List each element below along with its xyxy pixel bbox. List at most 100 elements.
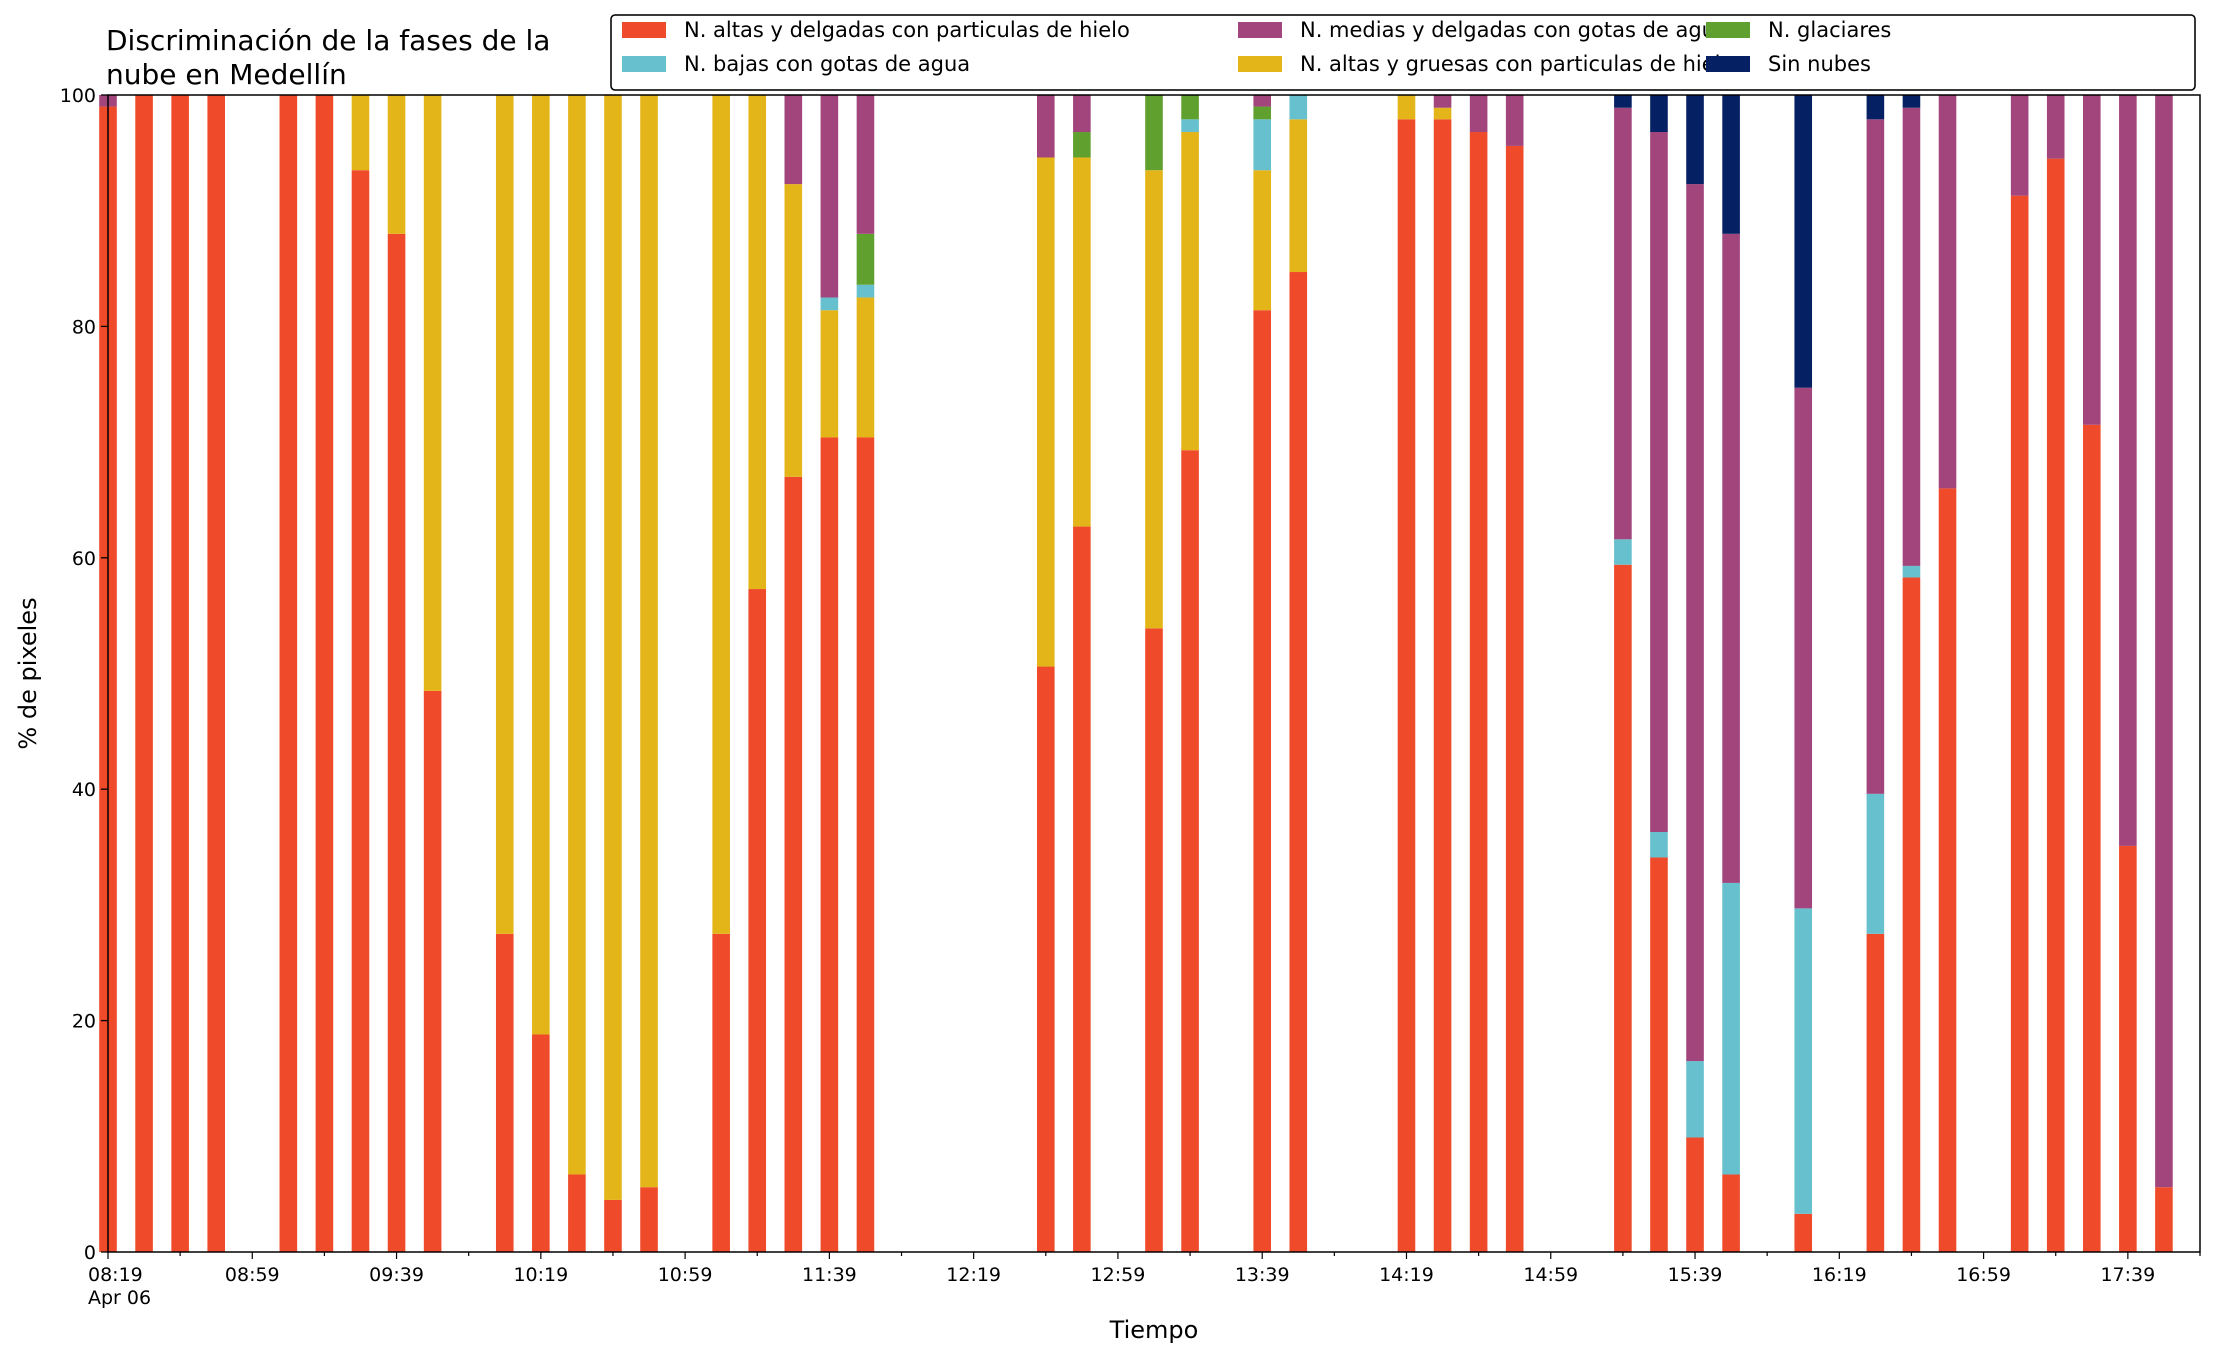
bar-segment: [1289, 95, 1308, 120]
bar-segment: [2082, 424, 2101, 1252]
legend-label: N. glaciares: [1768, 18, 1891, 42]
x-tick-label: 17:39: [2100, 1264, 2155, 1286]
bar-segment: [1181, 450, 1199, 1252]
bar-segment: [1073, 157, 1091, 527]
bar-stack: [748, 95, 767, 1252]
bar-stack: [279, 95, 298, 1252]
bar-segment: [2155, 1187, 2173, 1252]
bar-segment: [1505, 145, 1524, 1252]
bar-segment: [1036, 95, 1055, 158]
bar-segment: [820, 95, 839, 298]
bar-segment: [568, 95, 586, 1175]
bar-segment: [1902, 95, 1921, 108]
y-tick-label: 0: [84, 1242, 96, 1264]
bar-segment: [1794, 95, 1813, 388]
y-tick-label: 20: [72, 1011, 96, 1033]
bar-stack: [423, 95, 442, 1252]
x-date-label: Apr 06: [88, 1287, 151, 1309]
x-tick-label: 15:39: [1668, 1264, 1723, 1286]
bar-stack: [820, 95, 839, 1253]
bar-segment: [1181, 119, 1199, 133]
bar-segment: [748, 95, 767, 590]
bar-stack: [1614, 95, 1632, 1252]
bar-segment: [1866, 933, 1885, 1252]
bar-segment: [784, 476, 803, 1252]
bar-segment: [1397, 95, 1416, 120]
bar-segment: [1614, 107, 1632, 540]
legend-swatch: [1706, 22, 1750, 38]
bar-stack: [1505, 95, 1524, 1252]
bar-segment: [1650, 95, 1668, 133]
bar-segment: [1614, 95, 1632, 108]
bar-stack: [856, 95, 875, 1253]
bar-stack: [1650, 95, 1668, 1252]
bar-segment: [604, 95, 622, 1200]
legend-swatch: [622, 22, 666, 38]
y-tick-label: 40: [72, 779, 96, 801]
bar-segment: [1938, 488, 1957, 1252]
bar-stack: [604, 95, 622, 1252]
bar-segment: [820, 297, 839, 311]
bar-segment: [1181, 95, 1199, 120]
bar-segment: [1397, 119, 1416, 1252]
legend-label: N. altas y gruesas con particulas de hie…: [1300, 52, 1733, 76]
chart-title-line: Discriminación de la fases de la: [106, 24, 550, 57]
bar-segment: [1902, 577, 1921, 1252]
bar-segment: [1469, 132, 1488, 1252]
bar-segment: [1650, 832, 1668, 858]
bar-stack: [387, 95, 406, 1253]
bar-segment: [135, 95, 153, 1252]
bar-segment: [712, 933, 730, 1252]
bar-segment: [495, 95, 514, 934]
bar-stack: [1397, 95, 1416, 1252]
legend-item: N. glaciares: [1706, 18, 1891, 42]
bar-stack: [1073, 95, 1091, 1252]
y-axis-title: % de pixeles: [14, 597, 42, 749]
bar-segment: [1902, 565, 1921, 578]
bar-stack: [171, 95, 189, 1252]
legend-item: N. bajas con gotas de agua: [622, 52, 970, 76]
bar-stack: [1145, 95, 1163, 1252]
bar-segment: [1722, 882, 1740, 1175]
x-tick-label: 12:59: [1091, 1264, 1146, 1286]
bar-segment: [1866, 119, 1885, 794]
bar-segment: [784, 95, 803, 185]
bar-segment: [1902, 107, 1921, 566]
bar-segment: [1036, 157, 1055, 667]
bar-stack: [1722, 95, 1740, 1252]
x-tick-label: 08:59: [225, 1264, 280, 1286]
legend-item: N. altas y gruesas con particulas de hie…: [1238, 52, 1733, 76]
bar-segment: [2082, 95, 2101, 425]
bar-stack: [640, 95, 658, 1252]
bars-layer: [99, 95, 2173, 1253]
bar-segment: [315, 95, 334, 1252]
bar-stack: [712, 95, 730, 1252]
bar-segment: [1650, 132, 1668, 833]
bar-segment: [1073, 526, 1091, 1252]
x-tick-label: 16:19: [1812, 1264, 1867, 1286]
bar-segment: [351, 95, 370, 171]
bar-stack: [532, 95, 550, 1252]
x-tick-label: 13:39: [1235, 1264, 1290, 1286]
bar-segment: [1253, 106, 1272, 120]
bar-segment: [820, 310, 839, 438]
bar-segment: [2119, 95, 2137, 846]
bar-segment: [1938, 95, 1957, 489]
bar-segment: [856, 297, 875, 438]
bar-segment: [1722, 233, 1740, 883]
x-tick-label: 11:39: [802, 1264, 857, 1286]
x-tick-label: 14:19: [1379, 1264, 1434, 1286]
bar-segment: [1253, 170, 1272, 311]
legend: N. altas y delgadas con particulas de hi…: [610, 14, 2196, 91]
bar-segment: [1650, 857, 1668, 1252]
legend-item: N. altas y delgadas con particulas de hi…: [622, 18, 1130, 42]
bar-segment: [171, 95, 189, 1252]
bar-segment: [1794, 387, 1813, 909]
x-tick-label: 10:59: [658, 1264, 713, 1286]
bar-segment: [1505, 95, 1524, 146]
bar-stack: [1794, 95, 1813, 1252]
legend-swatch: [1706, 56, 1750, 72]
bar-segment: [2119, 845, 2137, 1252]
